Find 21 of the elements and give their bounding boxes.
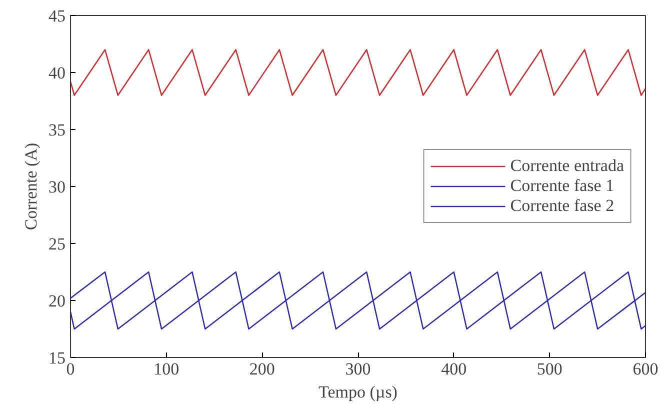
x-tick-label: 500 bbox=[536, 360, 562, 378]
y-tick-label: 45 bbox=[48, 6, 66, 26]
line-series bbox=[70, 271, 646, 330]
y-tick-label: 25 bbox=[48, 234, 66, 254]
y-tick-label: 15 bbox=[48, 348, 66, 368]
y-axis-title: Corrente (A) bbox=[22, 142, 40, 230]
line-series bbox=[70, 49, 646, 96]
x-tick-label: 100 bbox=[154, 360, 180, 378]
legend-label: Corrente fase 2 bbox=[510, 196, 614, 216]
y-tick-label: 20 bbox=[48, 292, 66, 310]
x-axis-title: Tempo (µs) bbox=[318, 382, 398, 402]
x-tick-label: 600 bbox=[632, 360, 658, 378]
x-tick-label: 0 bbox=[66, 360, 75, 378]
x-tick-label: 200 bbox=[249, 360, 275, 378]
legend-label: Corrente entrada bbox=[510, 156, 624, 176]
legend-label: Corrente fase 1 bbox=[510, 176, 614, 196]
y-tick-label: 35 bbox=[48, 120, 66, 140]
y-tick-label: 40 bbox=[48, 64, 66, 82]
x-tick-label: 300 bbox=[345, 360, 371, 378]
y-tick-label: 30 bbox=[48, 178, 66, 196]
x-tick-label: 400 bbox=[441, 360, 467, 378]
